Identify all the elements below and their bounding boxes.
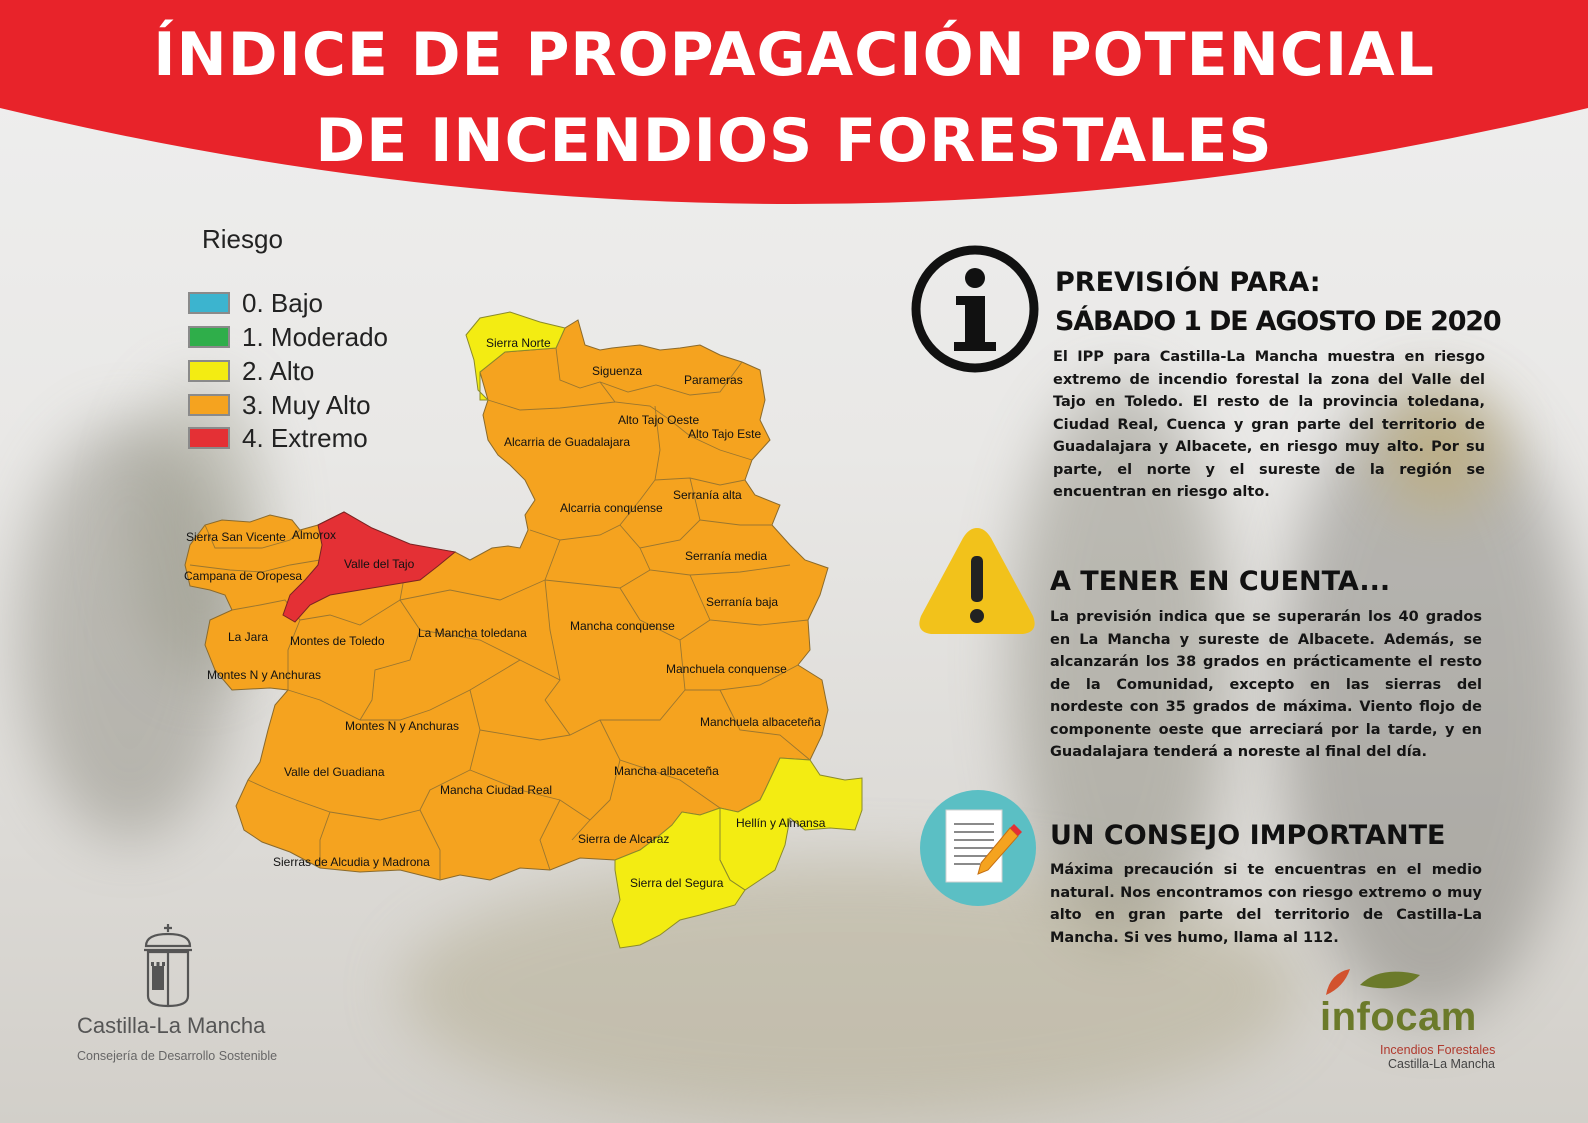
map-label-serrania-media: Serranía media xyxy=(685,549,767,563)
legend-swatch xyxy=(188,360,230,382)
map-label-manchuela-albacetena: Manchuela albaceteña xyxy=(700,715,821,729)
map-label-almorox: Almorox xyxy=(292,528,336,542)
map-label-hellin-almansa: Hellín y Almansa xyxy=(736,816,826,830)
page-title-line-1: ÍNDICE DE PROPAGACIÓN POTENCIAL xyxy=(153,20,1435,90)
warning-title: A TENER EN CUENTA... xyxy=(1050,566,1391,597)
warning-icon xyxy=(919,528,1035,634)
legend-swatch xyxy=(188,292,230,314)
header-shape xyxy=(0,0,1588,204)
legend-item-extremo: 4. Extremo xyxy=(188,423,368,453)
legend-title: Riesgo xyxy=(202,224,283,254)
forecast-body: El IPP para Castilla-La Mancha muestra e… xyxy=(1053,349,1485,500)
infocam-name: infocam xyxy=(1320,995,1477,1039)
legend-swatch xyxy=(188,394,230,416)
map-label-manchuela-conquense: Manchuela conquense xyxy=(666,662,787,676)
map-internal-borders xyxy=(189,347,811,880)
map-label-mancha-albacetena: Mancha albaceteña xyxy=(614,764,719,778)
map-label-valle-del-tajo: Valle del Tajo xyxy=(344,557,415,571)
legend-swatch xyxy=(188,326,230,348)
legend-item-muy-alto: 3. Muy Alto xyxy=(188,390,371,420)
map-label-mancha-conquense: Mancha conquense xyxy=(570,619,675,633)
map-label-parameras: Parameras xyxy=(684,373,743,387)
map-label-montes-de-toledo: Montes de Toledo xyxy=(290,634,385,648)
forecast-title-line-1: PREVISIÓN PARA: xyxy=(1055,267,1321,298)
forecast-date: SÁBADO 1 DE AGOSTO DE 2020 xyxy=(1055,306,1502,337)
map-label-serrania-baja: Serranía baja xyxy=(706,595,778,609)
legend-label: 1. Moderado xyxy=(242,321,388,352)
castle-crest-logo xyxy=(144,924,192,1008)
legend-swatch xyxy=(188,427,230,449)
map-label-alto-tajo-este: Alto Tajo Este xyxy=(688,427,761,441)
map-label-serrania-alta: Serranía alta xyxy=(673,488,742,502)
map-region-sierra-del-segura xyxy=(611,807,746,949)
warning-body: La previsión indica que se superarán los… xyxy=(1050,609,1482,760)
map-label-montes-n-anchuras-cr: Montes N y Anchuras xyxy=(345,719,459,733)
map-label-siguenza: Siguenza xyxy=(592,364,642,378)
map-label-sierra-del-segura: Sierra del Segura xyxy=(630,876,724,890)
map-label-sierra-san-vicente: Sierra San Vicente xyxy=(186,530,286,544)
page-title-line-2: DE INCENDIOS FORESTALES xyxy=(315,106,1273,176)
map-label-alto-tajo-oeste: Alto Tajo Oeste xyxy=(618,413,699,427)
map-label-sierras-alcudia-madrona: Sierras de Alcudia y Madrona xyxy=(273,855,430,869)
legend-label: 2. Alto xyxy=(242,355,315,386)
map-region-sierra-norte xyxy=(465,311,566,401)
infocam-sub-2: Castilla-La Mancha xyxy=(1388,1057,1495,1071)
advice-body: Máxima precaución si te encuentras en el… xyxy=(1050,862,1482,946)
map-label-montes-n-anchuras-toledo: Montes N y Anchuras xyxy=(207,668,321,682)
map-label-valle-del-guadiana: Valle del Guadiana xyxy=(284,765,385,779)
map-label-la-mancha-toledana: La Mancha toledana xyxy=(418,626,527,640)
clm-department: Consejería de Desarrollo Sostenible xyxy=(77,1049,278,1063)
clm-name: Castilla-La Mancha xyxy=(77,1013,266,1038)
legend-item-bajo: 0. Bajo xyxy=(188,288,323,318)
map-region-valle-del-tajo xyxy=(282,511,457,623)
map-label-mancha-ciudad-real: Mancha Ciudad Real xyxy=(440,783,552,797)
legend-label: 0. Bajo xyxy=(242,287,323,318)
leaf-logo xyxy=(1326,969,1420,995)
map-label-sierra-de-alcaraz: Sierra de Alcaraz xyxy=(578,832,669,846)
map-label-la-jara: La Jara xyxy=(228,630,268,644)
document-pencil-icon xyxy=(920,790,1036,906)
map-label-sierra-norte: Sierra Norte xyxy=(486,336,551,350)
infocam-sub-1: Incendios Forestales xyxy=(1380,1043,1496,1057)
info-icon xyxy=(911,245,1039,373)
map-label-alcarria-guadalajara: Alcarria de Guadalajara xyxy=(504,435,630,449)
legend-item-moderado: 1. Moderado xyxy=(188,322,388,352)
map-label-campana-oropesa: Campana de Oropesa xyxy=(184,569,302,583)
advice-title: UN CONSEJO IMPORTANTE xyxy=(1050,820,1446,851)
map-region-hellin-almansa xyxy=(719,757,863,891)
legend-item-alto: 2. Alto xyxy=(188,356,314,386)
legend-label: 4. Extremo xyxy=(242,422,368,453)
legend-label: 3. Muy Alto xyxy=(242,389,371,420)
header-banner: ÍNDICE DE PROPAGACIÓN POTENCIAL DE INCEN… xyxy=(0,0,1588,215)
map-label-alcarria-conquense: Alcarria conquense xyxy=(560,501,663,515)
